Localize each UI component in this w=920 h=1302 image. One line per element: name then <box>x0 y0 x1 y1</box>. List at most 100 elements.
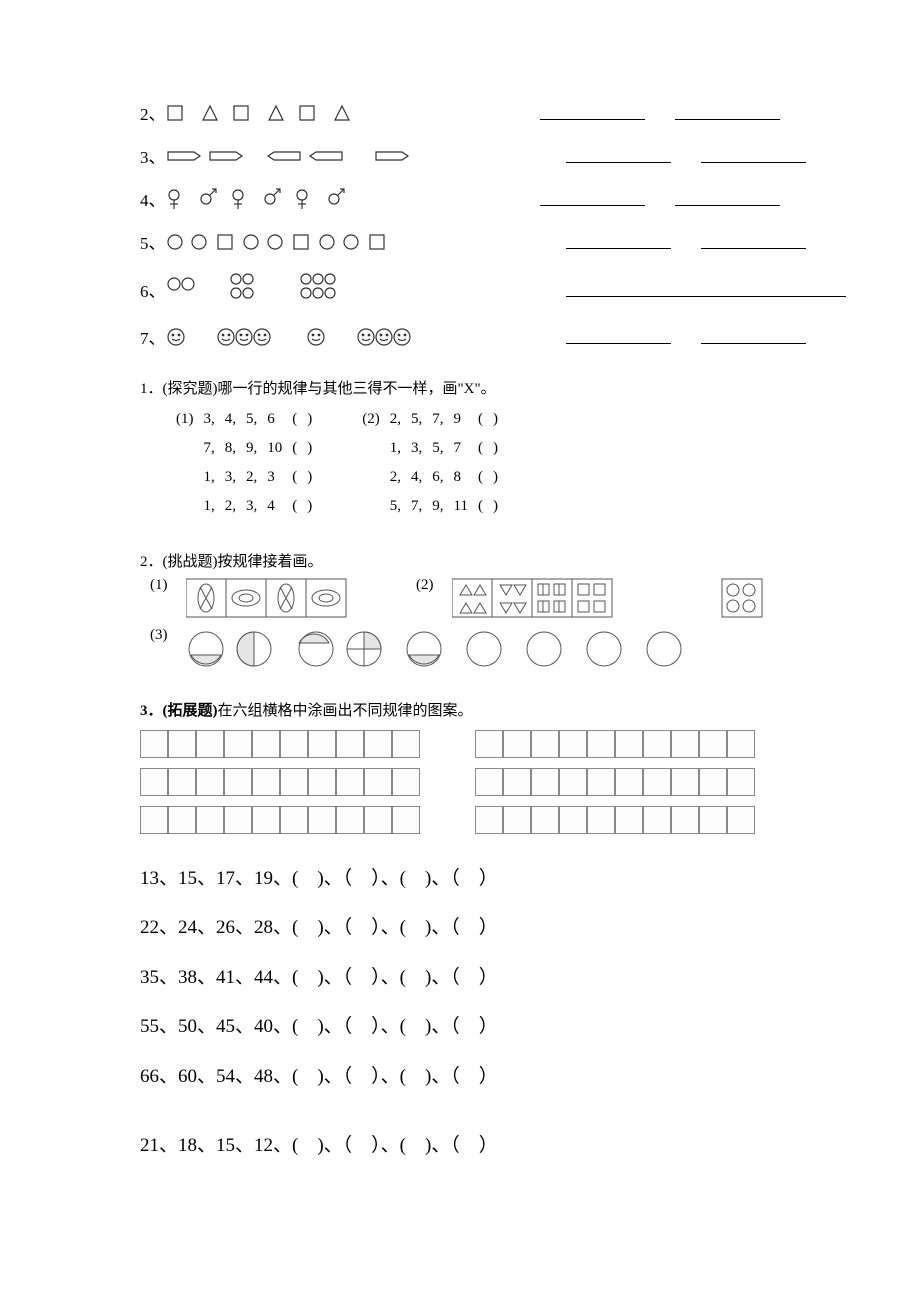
grid-cell[interactable] <box>615 730 643 758</box>
grid-cell[interactable] <box>168 768 196 796</box>
grid-cell[interactable] <box>475 730 503 758</box>
grid-cell[interactable] <box>559 806 587 834</box>
blank[interactable] <box>675 105 780 120</box>
grid-cell[interactable] <box>224 806 252 834</box>
q1-right-label: (2) <box>358 406 384 433</box>
q2-title: 2．(挑战题)按规律接着画。 <box>140 550 780 571</box>
grid-cell[interactable] <box>308 730 336 758</box>
grid-cell[interactable] <box>643 806 671 834</box>
grid-cell[interactable] <box>531 768 559 796</box>
seq-cell: ) <box>303 464 316 491</box>
numseq-line: 21、18、15、12、( )、（ ）、( )、（ ） <box>140 1121 780 1170</box>
blank[interactable] <box>540 191 645 206</box>
grid-cell[interactable] <box>336 730 364 758</box>
grid-cell[interactable] <box>336 768 364 796</box>
grid-cell[interactable] <box>531 806 559 834</box>
grid-cell[interactable] <box>224 730 252 758</box>
seq-cell: 7, <box>407 493 426 520</box>
grid-cell[interactable] <box>308 768 336 796</box>
grid-row <box>140 768 445 796</box>
seq-cell: 1, <box>386 435 405 462</box>
seq-cell: ( <box>288 435 301 462</box>
q1-table: (1)3,4,5,6()(2)2,5,7,9()7,8,9,10()1,3,5,… <box>170 404 780 522</box>
grid-cell[interactable] <box>168 730 196 758</box>
blank[interactable] <box>566 234 671 249</box>
row6-shapes <box>166 272 466 306</box>
grid-cell[interactable] <box>280 730 308 758</box>
blank[interactable] <box>675 191 780 206</box>
row3-shapes <box>166 146 466 166</box>
seq-cell: ( <box>288 493 301 520</box>
blank[interactable] <box>540 105 645 120</box>
grid-cell[interactable] <box>699 806 727 834</box>
grid-cell[interactable] <box>140 768 168 796</box>
grid-cell[interactable] <box>587 806 615 834</box>
seq-cell: ( <box>474 435 487 462</box>
blank[interactable] <box>701 234 806 249</box>
q2-label-2: (2) <box>416 577 442 594</box>
seq-cell: 6 <box>263 406 286 433</box>
seq-cell: 2, <box>386 406 405 433</box>
grid-row <box>475 806 780 834</box>
grid-cell[interactable] <box>503 806 531 834</box>
grid-cell[interactable] <box>196 768 224 796</box>
seq-cell: 3, <box>200 406 219 433</box>
blank[interactable] <box>701 148 806 163</box>
seq-cell: ) <box>489 435 502 462</box>
grid-cell[interactable] <box>587 768 615 796</box>
grid-cell[interactable] <box>252 730 280 758</box>
grid-cell[interactable] <box>727 806 755 834</box>
q2-label-3: (3) <box>150 627 176 644</box>
grid-cell[interactable] <box>559 730 587 758</box>
grid-cell[interactable] <box>475 806 503 834</box>
numseq-line: 13、15、17、19、( )、（ ）、( )、（ ） <box>140 854 780 903</box>
grid-cell[interactable] <box>643 730 671 758</box>
circle-square-icon <box>166 232 466 252</box>
blank[interactable] <box>566 282 846 297</box>
grid-cell[interactable] <box>615 806 643 834</box>
grid-cell[interactable] <box>671 768 699 796</box>
q3-bold: 3．(拓展题) <box>140 703 218 719</box>
grid-cell[interactable] <box>727 768 755 796</box>
grid-cell[interactable] <box>196 730 224 758</box>
grid-cell[interactable] <box>280 806 308 834</box>
grid-cell[interactable] <box>559 768 587 796</box>
grid-cell[interactable] <box>196 806 224 834</box>
grid-cell[interactable] <box>699 768 727 796</box>
grid-cell[interactable] <box>392 730 420 758</box>
grid-cell[interactable] <box>336 806 364 834</box>
grid-cell[interactable] <box>615 768 643 796</box>
grid-cell[interactable] <box>587 730 615 758</box>
grid-cell[interactable] <box>280 768 308 796</box>
grid-cell[interactable] <box>364 806 392 834</box>
grid-cell[interactable] <box>392 768 420 796</box>
grid-cell[interactable] <box>503 730 531 758</box>
q2-label-1: (1) <box>150 577 176 594</box>
grid-cell[interactable] <box>364 768 392 796</box>
grid-cell[interactable] <box>671 730 699 758</box>
grid-row <box>475 768 780 796</box>
seq-cell: ) <box>303 406 316 433</box>
grid-cell[interactable] <box>503 768 531 796</box>
row2-shapes <box>166 103 441 123</box>
grid-cell[interactable] <box>140 806 168 834</box>
grid-cell[interactable] <box>727 730 755 758</box>
grid-cell[interactable] <box>475 768 503 796</box>
blank[interactable] <box>566 148 671 163</box>
blank[interactable] <box>566 329 671 344</box>
grid-cell[interactable] <box>140 730 168 758</box>
grid-cell[interactable] <box>252 806 280 834</box>
grid-cell[interactable] <box>671 806 699 834</box>
grid-cell[interactable] <box>224 768 252 796</box>
square-triangle-icon <box>166 103 426 123</box>
grid-cell[interactable] <box>252 768 280 796</box>
blank[interactable] <box>701 329 806 344</box>
grid-cell[interactable] <box>308 806 336 834</box>
seq-cell: 10 <box>263 435 286 462</box>
grid-cell[interactable] <box>699 730 727 758</box>
grid-cell[interactable] <box>643 768 671 796</box>
grid-cell[interactable] <box>364 730 392 758</box>
grid-cell[interactable] <box>392 806 420 834</box>
grid-cell[interactable] <box>531 730 559 758</box>
grid-cell[interactable] <box>168 806 196 834</box>
